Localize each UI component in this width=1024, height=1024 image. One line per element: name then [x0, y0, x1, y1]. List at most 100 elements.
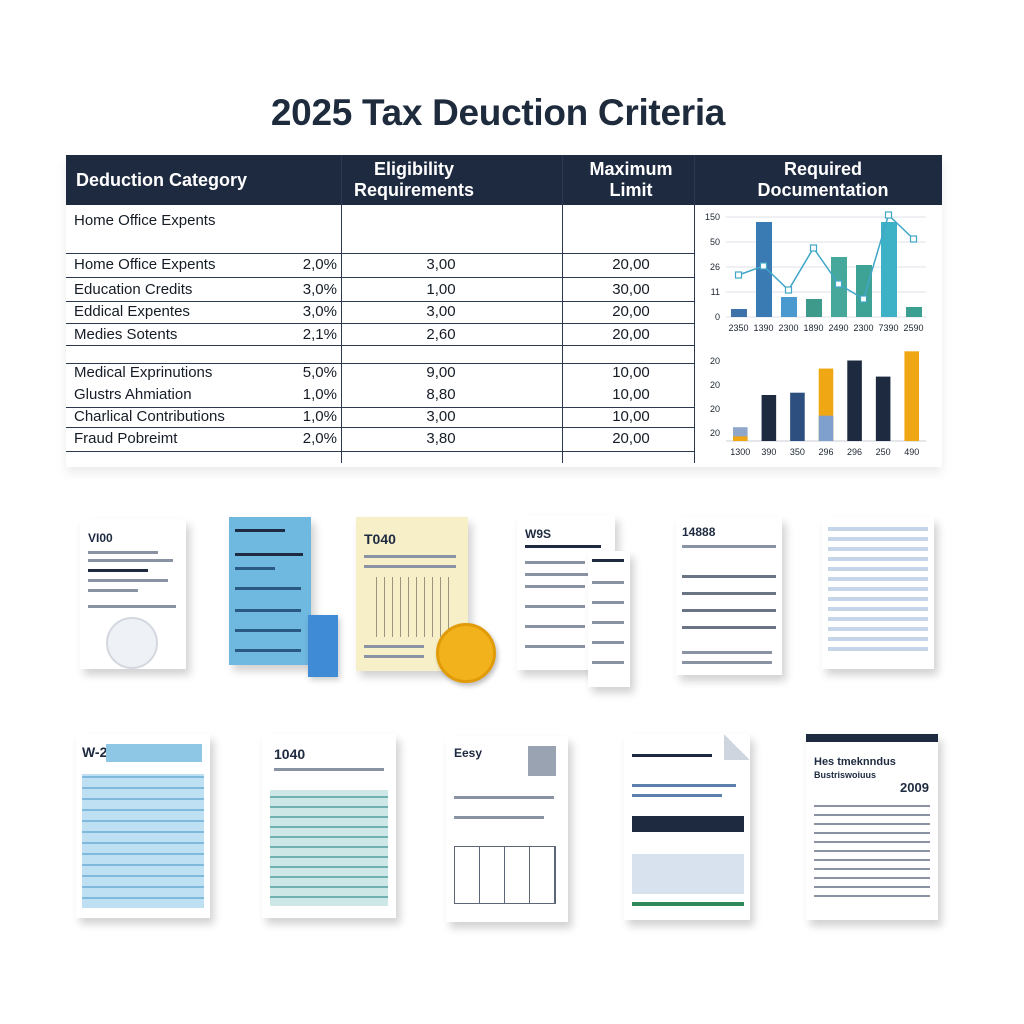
header-eligibility: Eligibility Requirements — [353, 159, 475, 200]
row-divider — [66, 301, 694, 302]
row-divider — [66, 407, 694, 408]
x-tick-label: 1390 — [753, 323, 773, 333]
table-cell-percent: 3,0% — [302, 281, 337, 298]
w2-form-document: W-2 — [76, 734, 210, 918]
column-divider — [562, 155, 563, 463]
x-tick-label: 1890 — [803, 323, 823, 333]
w9-form-document: VI00 — [80, 519, 186, 669]
y-tick-label: 26 — [710, 262, 720, 272]
receipt-document-2: Eesy — [446, 736, 568, 922]
documents-row-2: W-2 1040 Eesy Hes tmeknndus Bustriswoiuu… — [0, 730, 1024, 930]
table-cell-eligibility: 9,00 — [426, 364, 456, 381]
page-fold-icon — [724, 734, 750, 760]
receipt-document — [229, 517, 311, 665]
table-cell-category: Education Credits — [74, 281, 193, 298]
table-cell-limit: 10,00 — [612, 408, 650, 425]
table-cell-category: Glustrs Ahmiation — [74, 386, 192, 403]
table-cell-limit: 30,00 — [612, 281, 650, 298]
table-cell-eligibility: 3,80 — [426, 430, 456, 447]
table-cell-category: Charlical Contributions — [74, 408, 225, 425]
bar — [847, 360, 862, 441]
x-tick-label: 2490 — [828, 323, 848, 333]
table-cell-limit: 20,00 — [612, 430, 650, 447]
x-tick-label: 2300 — [853, 323, 873, 333]
header-deduction-category: Deduction Category — [76, 169, 248, 190]
row-divider — [66, 427, 694, 428]
y-tick-label: 20 — [710, 404, 720, 414]
table-cell-percent: 3,0% — [302, 303, 337, 320]
document-year: 2009 — [900, 780, 929, 795]
x-tick-label: 296 — [847, 447, 862, 457]
x-tick-label: 7390 — [878, 323, 898, 333]
table-cell-category: Eddical Expentes — [74, 303, 190, 320]
stacked-bar-chart: 20 20 20 20 1300 390 350 296 296 250 490 — [696, 345, 936, 463]
bar — [906, 307, 922, 317]
bar — [790, 392, 805, 441]
row-divider — [66, 277, 694, 278]
table-header: Deduction Category Eligibility Requireme… — [66, 155, 942, 205]
bar — [881, 222, 897, 317]
bar — [856, 265, 872, 317]
row-divider — [66, 345, 694, 346]
coins-icon — [436, 623, 496, 683]
line-point — [734, 271, 743, 279]
document-heading: VI00 — [88, 531, 113, 545]
header-maximum-limit: Maximum Limit — [589, 159, 673, 200]
x-tick-label: 2590 — [903, 323, 923, 333]
y-tick-label: 20 — [710, 428, 720, 438]
table-cell-eligibility: 2,60 — [426, 326, 456, 343]
bar — [761, 395, 777, 441]
tax-summary-document: Hes tmeknndus Bustriswoiuus 2009 — [806, 734, 938, 920]
form-1099-document: 14888 — [676, 517, 782, 675]
table-cell-limit: 20,00 — [612, 303, 650, 320]
bar-segment — [733, 436, 748, 441]
document-heading: W9S — [525, 527, 552, 541]
chart-2-svg: 20 20 20 20 1300 390 350 296 296 250 490 — [710, 351, 926, 457]
x-tick-label: 1300 — [730, 447, 750, 457]
documents-row-1: VI00 T040 W9S 14888 — [0, 515, 1024, 687]
line-point — [859, 295, 868, 303]
table-cell-percent: 1,0% — [302, 386, 337, 403]
receipt-strip — [588, 551, 630, 687]
statement-document — [822, 517, 934, 669]
row-divider — [66, 253, 694, 254]
table-cell-limit: 10,00 — [612, 386, 650, 403]
row-divider — [66, 323, 694, 324]
table-cell-category: Medies Sotents — [74, 326, 178, 343]
bar — [904, 351, 919, 441]
document-heading: 14888 — [682, 525, 716, 539]
line-point — [784, 286, 793, 294]
document-subheading: Bustriswoiuus — [814, 770, 877, 780]
table-cell-eligibility: 8,80 — [426, 386, 456, 403]
table-cell-percent: 2,0% — [302, 256, 337, 273]
y-tick-label: 50 — [710, 237, 720, 247]
x-tick-label: 2350 — [728, 323, 748, 333]
bar — [875, 376, 891, 441]
line-point — [834, 280, 843, 288]
document-heading: W-2 — [82, 744, 108, 760]
row-divider — [66, 451, 694, 452]
line-point — [884, 211, 893, 219]
y-tick-label: 0 — [715, 312, 720, 322]
line-point — [909, 235, 918, 243]
table-cell-category: Medical Exprinutions — [74, 364, 213, 381]
table-cell-percent: 1,0% — [302, 408, 337, 425]
trend-line — [738, 213, 915, 301]
form-1040-document-2: 1040 — [262, 734, 396, 918]
table-cell-percent: 5,0% — [302, 364, 337, 381]
table-cell-percent: 2,1% — [302, 326, 337, 343]
line-point — [809, 244, 818, 252]
document-heading: Hes tmeknndus — [814, 756, 896, 768]
table-cell-category: Home Office Expents — [74, 256, 216, 273]
table-cell-eligibility: 3,00 — [426, 256, 456, 273]
y-tick-label: 150 — [705, 212, 720, 222]
table-cell-limit: 20,00 — [612, 326, 650, 343]
x-tick-label: 390 — [761, 447, 776, 457]
table-cell-eligibility: 1,00 — [426, 281, 456, 298]
section-label: Home Office Expents — [74, 212, 216, 229]
page-title: 2025 Tax Deuction Criteria — [270, 92, 726, 133]
x-tick-label: 490 — [904, 447, 919, 457]
seal-icon — [106, 617, 158, 669]
x-tick-label: 350 — [790, 447, 805, 457]
y-tick-label: 20 — [710, 380, 720, 390]
